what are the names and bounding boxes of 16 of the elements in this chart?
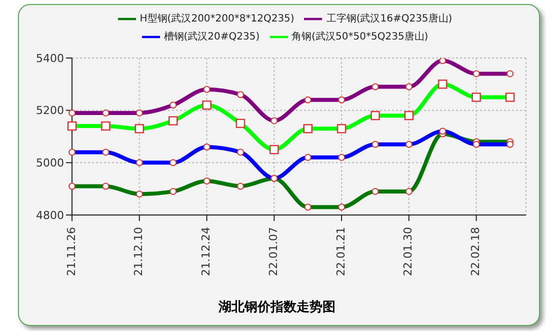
x-tick-label: 22.01.07 (266, 227, 280, 276)
text: 湖北钢价指数走势图 (218, 299, 336, 316)
y-tick-label: 4800 (36, 208, 64, 222)
x-tick-label: 21.11.26 (64, 227, 78, 276)
x-tick-label: 22.01.30 (402, 227, 415, 276)
x-tick-label: 22.01.21 (334, 227, 348, 276)
x-tick-label: 21.12.24 (200, 227, 213, 276)
legend-label: 角钢(武汉50*50*5Q235唐山) (292, 32, 428, 43)
y-tick-label: 5000 (36, 156, 64, 170)
legend-label: 工字钢(武汉16#Q235唐山) (326, 14, 452, 25)
y-tick-label: 5200 (36, 104, 64, 118)
x-tick-label: 22.02.18 (469, 227, 482, 276)
y-tick-label: 5400 (36, 52, 64, 65)
legend-label: 槽钢(武汉20#Q235) (164, 32, 260, 43)
legend-label: H型钢(武汉200*200*8*12Q235) (140, 14, 294, 25)
x-tick-label: 21.12.10 (132, 227, 146, 276)
